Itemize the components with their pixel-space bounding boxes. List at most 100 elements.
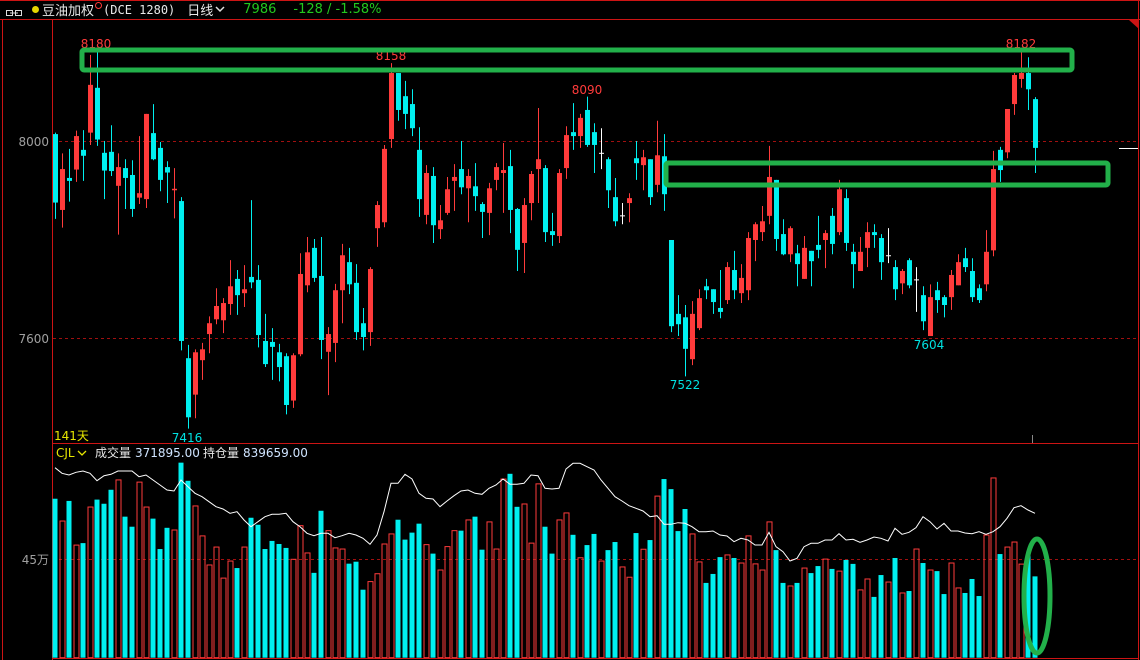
candle: [214, 288, 219, 325]
candle-body: [200, 349, 205, 361]
volume-bar: [934, 571, 940, 658]
axis-tick-8000: 8000: [18, 135, 49, 149]
candle: [732, 250, 737, 300]
candle-body: [634, 158, 639, 164]
volume-bar: [535, 483, 542, 659]
candle-body: [312, 247, 317, 278]
indicator-selector[interactable]: CJL: [56, 446, 87, 460]
candle-body: [809, 250, 814, 262]
candle-body: [452, 176, 457, 181]
candle: [326, 327, 331, 396]
candle-body: [977, 288, 982, 301]
volume-bar: [66, 500, 72, 658]
volume-bar: [206, 564, 213, 659]
candle: [361, 307, 366, 351]
volume-bar: [563, 512, 570, 659]
candle-body: [137, 193, 142, 198]
volume-bar: [213, 546, 220, 659]
volume-bar: [591, 533, 597, 658]
volume-bar: [262, 549, 268, 658]
candle: [907, 258, 912, 289]
candle-body: [403, 96, 408, 114]
candle-body: [165, 167, 170, 173]
candle-body: [410, 104, 415, 129]
candle: [837, 179, 842, 236]
candle-body: [655, 155, 660, 185]
candle-body: [830, 215, 835, 244]
candle: [207, 316, 212, 354]
candle: [424, 165, 429, 225]
candle: [557, 169, 562, 243]
candle: [256, 265, 261, 348]
candle-body: [956, 262, 961, 286]
volume-bar: [493, 548, 500, 659]
candle: [655, 120, 660, 193]
candle: [305, 237, 310, 293]
volume-bar: [983, 534, 990, 659]
candle: [928, 284, 933, 337]
candle-body: [102, 152, 107, 171]
candle-body: [592, 132, 597, 145]
candle-body: [907, 260, 912, 286]
volume-bar: [906, 591, 912, 658]
candle: [949, 270, 954, 310]
volume-bar: [976, 596, 982, 658]
volume-bar: [185, 480, 191, 658]
candle-body: [865, 232, 870, 248]
candle: [347, 247, 352, 295]
volume-bar: [675, 531, 681, 658]
candle: [536, 108, 541, 204]
candle: [753, 222, 758, 262]
volume-bar: [843, 559, 849, 658]
candle: [921, 286, 926, 331]
volume-bars: [52, 462, 1038, 659]
volume-bar: [787, 585, 794, 659]
candle: [1026, 57, 1031, 110]
candle: [60, 153, 65, 228]
candle: [900, 269, 905, 295]
candle: [130, 160, 135, 217]
candle-body: [67, 177, 72, 181]
candle-body: [795, 253, 800, 265]
volume-bar: [129, 526, 135, 658]
volume-bar: [619, 566, 626, 659]
candle-body: [445, 189, 450, 213]
volume-bar: [766, 521, 773, 659]
candle-body: [1012, 75, 1017, 105]
volume-bar: [192, 505, 199, 659]
volume-bar: [304, 552, 311, 659]
candle: [165, 161, 170, 204]
open-interest-label: 持仓量: [203, 445, 239, 460]
candle-body: [424, 173, 429, 215]
volume-bar: [752, 563, 759, 659]
candle-body: [256, 279, 261, 336]
candle: [494, 163, 499, 191]
candle: [1033, 97, 1038, 174]
candle-body: [88, 84, 93, 133]
candle: [116, 153, 121, 235]
candle-body: [375, 205, 380, 229]
candle-body: [578, 117, 583, 137]
link-icon[interactable]: [6, 6, 22, 16]
volume-bar: [353, 561, 359, 658]
volume-bar: [773, 550, 779, 658]
volume-bar: [360, 589, 366, 658]
candle-body: [494, 167, 499, 180]
candle: [403, 80, 408, 130]
candle-body: [291, 355, 296, 401]
candle: [578, 113, 583, 148]
candle-body: [60, 169, 65, 210]
candle: [613, 177, 618, 227]
candle-body: [151, 133, 156, 160]
volume-bar: [234, 568, 240, 658]
volume-bar: [451, 530, 458, 659]
symbol-name[interactable]: 豆油加权: [42, 4, 95, 19]
candle: [487, 182, 492, 236]
period-selector[interactable]: 日线: [187, 0, 225, 19]
candle: [389, 63, 394, 148]
candle: [123, 159, 128, 209]
candle-body: [368, 269, 373, 333]
candle: [858, 237, 863, 272]
volume-bar: [318, 510, 324, 658]
